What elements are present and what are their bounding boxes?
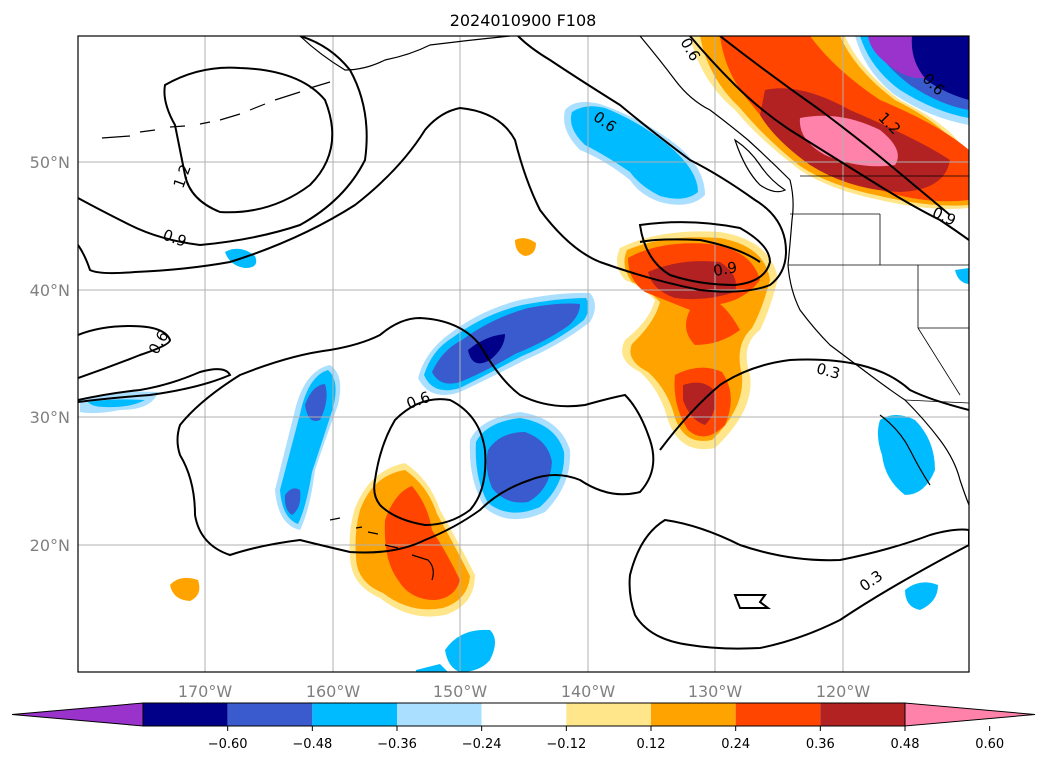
contour-1-2-west — [163, 66, 334, 214]
aleutians — [101, 81, 331, 139]
lon-label-170w: 170°W — [178, 682, 233, 701]
borders — [788, 175, 969, 404]
contour-small-box — [733, 594, 771, 609]
contour-1-2-ne — [719, 36, 951, 216]
shade-baja — [877, 415, 935, 495]
lon-label-120w: 120°W — [816, 682, 871, 701]
shade-s-royal — [486, 432, 552, 503]
lat-label-40n: 40°N — [30, 281, 70, 300]
colorbar-segment — [312, 703, 397, 726]
lon-label-140w: 140°W — [561, 682, 616, 701]
contour-0-3-ne — [659, 358, 969, 451]
shade-small-4 — [445, 629, 495, 672]
map-area: 1.2 0.9 0.6 0.6 0.6 0.9 0.3 1.2 0.9 0.6 … — [78, 36, 969, 672]
lon-label-130w: 130°W — [688, 682, 743, 701]
shade-small-3 — [170, 577, 200, 601]
lat-labels: 50°N 40°N 30°N 20°N — [30, 153, 70, 555]
colorbar-extend-low — [11, 702, 144, 727]
contour-0-6-hawaii — [373, 398, 487, 527]
colorbar-segment — [481, 703, 567, 726]
lat-label-50n: 50°N — [30, 153, 70, 172]
colorbar-tick-label: −0.12 — [546, 737, 586, 752]
lon-labels: 170°W 160°W 150°W 140°W 130°W 120°W — [178, 682, 871, 701]
contour-0-9-west — [78, 36, 368, 247]
shade-w-royal — [305, 384, 327, 421]
contour-0-9-ca-inner — [639, 238, 761, 263]
shade-ne-navy — [900, 36, 969, 100]
contour-0-6-sw2 — [78, 368, 232, 403]
contour-label-7: 0.3 — [814, 359, 842, 383]
shade-cp-navy — [468, 334, 505, 364]
shade-small-7 — [416, 664, 448, 672]
contours — [78, 36, 969, 650]
north-america-coast — [639, 36, 969, 506]
shade-small-5 — [905, 582, 938, 610]
shade-small-6 — [955, 268, 969, 284]
shade-small-2 — [515, 238, 536, 256]
shade-hi-redorange — [384, 486, 460, 600]
colorbar-extend-high — [904, 702, 1036, 727]
colorbar-tick-label: 0.36 — [806, 737, 835, 752]
colorbar-segment — [227, 703, 313, 726]
shade-cp-royal — [432, 303, 580, 384]
colorbar-tick-label: 0.12 — [637, 737, 666, 752]
shade-coast-pink — [799, 115, 898, 167]
colorbar-tick-label: −0.36 — [377, 737, 417, 752]
colorbar-segment — [397, 703, 482, 726]
contour-label-1: 1.2 — [170, 162, 195, 191]
contour-0-6-large — [78, 36, 787, 293]
colorbar-segment — [820, 703, 905, 726]
shading-layer — [80, 36, 969, 672]
lon-label-150w: 150°W — [433, 682, 488, 701]
colorbar-tick-label: 0.48 — [891, 737, 920, 752]
coastlines — [101, 36, 969, 581]
colorbar-tick-label: −0.24 — [462, 737, 502, 752]
contour-coast-top — [689, 36, 969, 241]
contour-label-11: 0.3 — [856, 567, 886, 595]
vancouver-island — [733, 138, 787, 193]
colorbar-frame — [142, 702, 906, 727]
contour-label-6: 0.9 — [712, 258, 739, 280]
shade-wp-strip-sky — [88, 399, 145, 408]
colorbar-segment — [566, 703, 651, 726]
shade-w-royal2 — [284, 488, 301, 515]
colorbar-tick-label: −0.48 — [292, 737, 332, 752]
contour-label-5: 0.6 — [404, 388, 433, 413]
contour-0-9-ca — [638, 221, 772, 287]
contour-0-3-south — [176, 316, 655, 557]
lat-label-30n: 30°N — [30, 408, 70, 427]
map-title: 2024010900 F108 — [450, 11, 597, 30]
colorbar-tick-label: −0.60 — [208, 737, 248, 752]
contour-0-3-se — [628, 518, 969, 650]
colorbar-tick-label: 0.24 — [721, 737, 750, 752]
alaska-coast — [299, 36, 511, 71]
colorbar-segment — [735, 703, 821, 726]
contour-0-6-sw — [78, 324, 172, 379]
colorbar-tick-label: 0.60 — [975, 737, 1004, 752]
shade-ne-violet — [868, 36, 925, 79]
lat-label-20n: 20°N — [30, 536, 70, 555]
lon-label-160w: 160°W — [306, 682, 361, 701]
colorbar-segment — [143, 703, 228, 726]
baja-coast — [879, 414, 931, 486]
hawaii-islands — [329, 517, 434, 581]
shade-goa-sky — [570, 106, 698, 199]
map-frame — [77, 35, 970, 673]
colorbar: −0.60 −0.48 −0.36 −0.24 −0.12 0.12 0.24 0.36 0.4… — [11, 702, 1036, 752]
colorbar-segment — [651, 703, 736, 726]
contour-label-2: 0.9 — [160, 226, 189, 251]
